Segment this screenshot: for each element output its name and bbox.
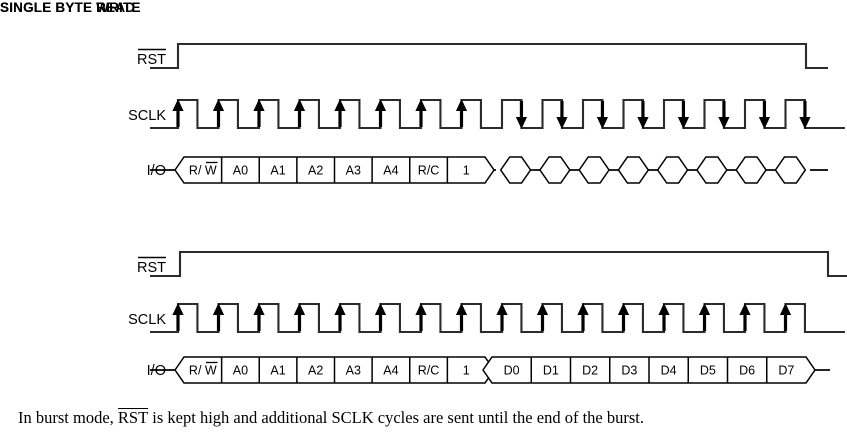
signal-label-io-read: I/O	[147, 163, 166, 179]
io-data-hex-read-2	[578, 156, 610, 184]
io-data-cell-label-write-2: D2	[582, 364, 598, 378]
sclk-rising-arrow-write-8	[496, 303, 508, 315]
io-command-cell-label-read-5: A4	[383, 164, 398, 178]
io-command-cell-label-read-0: R/ W	[189, 164, 217, 178]
io-data-hex-read-6	[735, 156, 767, 184]
sclk-rising-arrow-write-11	[617, 303, 630, 315]
burst-mode-caption: In burst mode, RST is kept high and addi…	[18, 408, 644, 428]
io-data-cell-label-write-7: D7	[778, 364, 794, 378]
sclk-rising-arrow-read-0	[172, 99, 184, 111]
sclk-rising-arrow-read-7	[455, 99, 468, 111]
io-data-hex-read-4	[656, 156, 689, 184]
sclk-rising-arrow-write-3	[293, 303, 306, 315]
signal-label-sclk-write: SCLK	[128, 312, 166, 328]
io-data-hex-read-5	[696, 156, 728, 184]
sclk-rising-arrow-read-3	[293, 99, 306, 111]
sclk-falling-arrow-read-8	[515, 117, 528, 129]
io-command-cell-label-write-3: A2	[308, 364, 323, 378]
io-command-cell-label-read-3: A2	[308, 164, 323, 178]
rst-waveform-write	[150, 250, 847, 278]
io-data-cell-label-write-4: D4	[661, 364, 677, 378]
caption-suffix: is kept high and additional SCLK cycles …	[148, 408, 644, 427]
write-waveform-group: RST SCLK I/O R/ W A0 A1 A2 A3 A4 R/C 1 D0 D1 D2 D3 D4 D5…	[128, 250, 847, 384]
io-command-cell-label-read-7: 1	[463, 164, 470, 178]
sclk-rising-arrow-write-4	[334, 303, 346, 315]
sclk-falling-arrow-read-11	[637, 117, 649, 129]
sclk-falling-arrow-read-14	[758, 117, 771, 129]
io-command-cell-label-write-5: A4	[383, 364, 398, 378]
sclk-rising-arrow-read-5	[374, 99, 387, 111]
sclk-rising-arrow-write-10	[577, 303, 589, 315]
sclk-rising-arrow-write-9	[536, 303, 549, 315]
sclk-rising-arrow-read-1	[212, 99, 225, 111]
sclk-rising-arrow-read-2	[253, 99, 265, 111]
signal-label-io-write: I/O	[147, 363, 166, 379]
sclk-waveform-read	[150, 98, 845, 130]
sclk-rising-arrow-write-15	[779, 303, 792, 315]
io-command-cell-label-write-6: R/C	[418, 364, 440, 378]
io-command-cell-label-write-2: A1	[270, 364, 285, 378]
sclk-rising-arrow-write-14	[739, 303, 751, 315]
section-title-read: SINGLE BYTE READ	[0, 0, 136, 15]
sclk-falling-arrow-read-13	[718, 117, 730, 129]
sclk-rising-arrow-read-6	[415, 99, 427, 111]
read-waveform-group: RST SCLK I/O R/ W A0 A1 A2 A3 A4 R/C 1	[128, 42, 845, 184]
io-data-cell-label-write-6: D6	[739, 364, 755, 378]
io-command-cell-label-read-6: R/C	[418, 164, 440, 178]
section-title-write: SINGLE BYTE WRITE	[0, 0, 141, 15]
rst-waveform-read	[150, 42, 828, 70]
io-data-hex-read-7	[774, 156, 807, 184]
signal-label-sclk-read: SCLK	[128, 108, 166, 124]
io-command-cell-label-write-7: 1	[463, 364, 470, 378]
io-data-cell-label-write-1: D1	[543, 364, 559, 378]
sclk-rising-arrow-read-4	[334, 99, 346, 111]
io-command-cell-label-write-0: R/ W	[189, 364, 217, 378]
signal-label-rst-write: RST	[137, 260, 166, 276]
io-data-cell-label-write-3: D3	[621, 364, 637, 378]
sclk-rising-arrow-write-13	[698, 303, 711, 315]
caption-prefix: In burst mode,	[18, 408, 118, 427]
io-data-hex-read-0	[499, 156, 532, 184]
io-data-cell-label-write-5: D5	[700, 364, 716, 378]
io-data-cell-label-write-0: D0	[504, 364, 520, 378]
io-command-cell-label-write-1: A0	[233, 364, 248, 378]
sclk-rising-arrow-write-12	[658, 303, 670, 315]
sclk-falling-arrow-read-9	[556, 117, 568, 129]
signal-label-rst-read: RST	[137, 52, 166, 68]
sclk-rising-arrow-write-0	[172, 303, 184, 315]
io-data-hex-read-3	[617, 156, 650, 184]
io-data-hex-read-1	[539, 156, 571, 184]
sclk-waveform-write	[150, 302, 845, 334]
sclk-rising-arrow-write-1	[212, 303, 225, 315]
caption-rst-signal: RST	[117, 408, 149, 427]
sclk-falling-arrow-read-15	[799, 117, 811, 129]
sclk-rising-arrow-write-2	[253, 303, 265, 315]
sclk-rising-arrow-write-6	[415, 303, 427, 315]
io-command-cell-label-read-4: A3	[346, 164, 361, 178]
io-command-cell-label-write-4: A3	[346, 364, 361, 378]
sclk-falling-arrow-read-10	[596, 117, 609, 129]
io-command-cell-label-read-2: A1	[270, 164, 285, 178]
sclk-rising-arrow-write-5	[374, 303, 387, 315]
sclk-rising-arrow-write-7	[455, 303, 468, 315]
io-command-cell-label-read-1: A0	[233, 164, 248, 178]
sclk-falling-arrow-read-12	[677, 117, 690, 129]
